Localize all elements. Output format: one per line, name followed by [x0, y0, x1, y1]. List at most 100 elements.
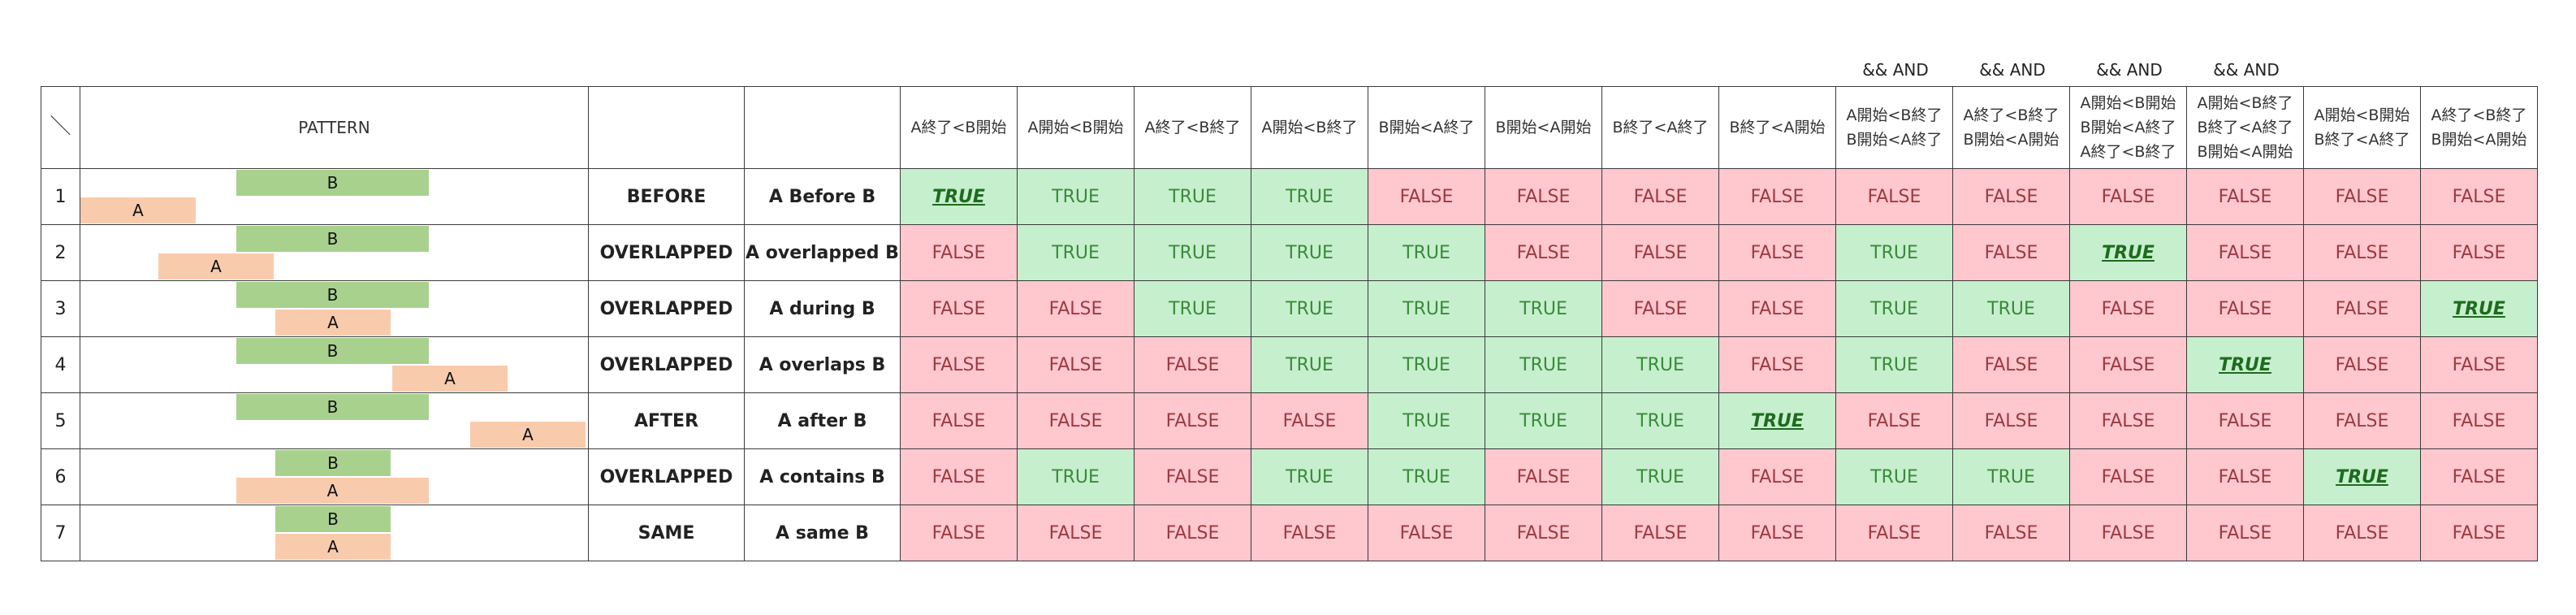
truth-cell: TRUE	[1251, 224, 1368, 281]
truth-cell: FALSE	[1485, 168, 1602, 225]
table-row: 7 B A SAME A same B FALSE FALSE FALSE FALSE FALSE…	[41, 505, 2538, 561]
condition-line: B終了<A終了	[1612, 119, 1709, 136]
truth-cell: FALSE	[1718, 280, 1836, 337]
condition-line: A開始<B開始	[1027, 119, 1124, 136]
truth-cell: FALSE	[2303, 280, 2421, 337]
interval-bar-a: A	[392, 366, 508, 392]
table-row: 3 B A OVERLAPPED A during B FALSE FALSE TRUE TRU…	[41, 280, 2538, 337]
interval-bar-a: A	[158, 253, 274, 279]
and-annotation-4: && AND	[2213, 60, 2280, 80]
header-condition-1: A終了<B開始	[900, 86, 1018, 169]
interval-bar-b: B	[236, 226, 429, 252]
truth-cell: FALSE	[1134, 392, 1251, 449]
truth-cell: TRUE	[1485, 280, 1602, 337]
truth-cell: FALSE	[1835, 392, 1953, 449]
header-condition-9: A開始<B終了 B開始<A終了	[1835, 86, 1953, 169]
truth-cell: FALSE	[1952, 168, 2070, 225]
truth-cell: FALSE	[2186, 392, 2304, 449]
condition-line: B終了<A終了	[2314, 131, 2410, 149]
condition-line: A終了<B終了	[1144, 119, 1241, 136]
truth-cell: FALSE	[2420, 505, 2538, 561]
truth-cell: FALSE	[900, 448, 1018, 505]
truth-cell: FALSE	[1485, 224, 1602, 281]
relation-description: A overlaps B	[744, 336, 901, 393]
truth-cell: FALSE	[1952, 392, 2070, 449]
interval-bar-a: A	[236, 478, 429, 504]
table-row: 6 B A OVERLAPPED A contains B FALSE TRUE FALSE T…	[41, 448, 2538, 505]
header-condition-12: A開始<B終了 B終了<A終了 B開始<A開始	[2186, 86, 2304, 169]
condition-line: A終了<B終了	[2080, 143, 2176, 161]
row-index: 1	[41, 168, 80, 225]
truth-cell: FALSE	[2186, 224, 2304, 281]
truth-cell: FALSE	[1485, 505, 1602, 561]
truth-cell: FALSE	[1485, 448, 1602, 505]
interval-bar-a: A	[275, 310, 391, 336]
truth-cell: FALSE	[2069, 392, 2187, 449]
truth-cell: TRUE	[1835, 448, 1953, 505]
header-row: ＼ PATTERN A終了<B開始 A開始<B開始 A終了<B終了 A開始<B終了 B開…	[41, 86, 2538, 169]
truth-cell: TRUE	[1251, 168, 1368, 225]
truth-cell: FALSE	[1952, 336, 2070, 393]
interval-bar-b: B	[236, 282, 429, 308]
truth-cell: FALSE	[900, 336, 1018, 393]
truth-cell: FALSE	[1134, 448, 1251, 505]
truth-cell: TRUE	[1368, 448, 1485, 505]
row-index: 7	[41, 505, 80, 561]
condition-line: A開始<B開始	[2314, 106, 2410, 124]
truth-cell: TRUE	[1485, 392, 1602, 449]
pattern-type: AFTER	[588, 392, 745, 449]
table-row: 5 B A AFTER A after B FALSE FALSE FALSE FALSE TRU…	[41, 392, 2538, 449]
truth-cell: FALSE	[900, 392, 1018, 449]
pattern-type: OVERLAPPED	[588, 448, 745, 505]
truth-cell: TRUE	[1952, 280, 2070, 337]
truth-cell: FALSE	[1251, 392, 1368, 449]
header-condition-5: B開始<A終了	[1368, 86, 1485, 169]
corner-slash: ＼	[50, 115, 71, 139]
truth-cell: FALSE	[2420, 224, 2538, 281]
and-annotation-2: && AND	[1979, 60, 2046, 80]
truth-cell: FALSE	[1017, 280, 1135, 337]
condition-line: B開始<A開始	[1963, 131, 2060, 149]
condition-line: B開始<A終了	[1378, 119, 1475, 136]
truth-cell: TRUE	[1835, 224, 1953, 281]
condition-line: A終了<B終了	[2431, 106, 2527, 124]
header-pattern: PATTERN	[80, 86, 589, 169]
truth-cell: FALSE	[2303, 336, 2421, 393]
condition-line: B開始<A開始	[2431, 131, 2527, 149]
truth-cell: TRUE	[2420, 280, 2538, 337]
truth-cell: FALSE	[2420, 336, 2538, 393]
relation-description: A after B	[744, 392, 901, 449]
pattern-type: OVERLAPPED	[588, 280, 745, 337]
interval-bar-a: A	[275, 534, 391, 560]
and-annotation-3: && AND	[2096, 60, 2163, 80]
truth-cell: FALSE	[1718, 336, 1836, 393]
table-row: 1 B A BEFORE A Before B TRUE TRUE TRUE TRUE FALSE…	[41, 168, 2538, 225]
truth-cell: FALSE	[1134, 505, 1251, 561]
truth-cell: FALSE	[1601, 168, 1719, 225]
truth-cell: FALSE	[900, 505, 1018, 561]
truth-cell: FALSE	[1017, 392, 1135, 449]
truth-cell: TRUE	[2069, 224, 2187, 281]
header-condition-3: A終了<B終了	[1134, 86, 1251, 169]
truth-cell: FALSE	[2420, 392, 2538, 449]
truth-cell: FALSE	[2069, 168, 2187, 225]
table-row: 2 B A OVERLAPPED A overlapped B FALSE TRUE TRUE…	[41, 224, 2538, 281]
truth-cell: FALSE	[1835, 168, 1953, 225]
truth-cell: TRUE	[1368, 224, 1485, 281]
truth-cell: FALSE	[2186, 505, 2304, 561]
truth-cell: TRUE	[1601, 392, 1719, 449]
truth-cell: FALSE	[1952, 505, 2070, 561]
condition-line: B終了<A終了	[2197, 119, 2293, 136]
truth-cell: TRUE	[1017, 448, 1135, 505]
truth-cell: FALSE	[2303, 168, 2421, 225]
header-condition-11: A開始<B開始 B開始<A終了 A終了<B終了	[2069, 86, 2187, 169]
truth-cell: TRUE	[1952, 448, 2070, 505]
condition-line: A開始<B終了	[1846, 106, 1943, 124]
truth-cell: FALSE	[900, 224, 1018, 281]
condition-line: B終了<A開始	[1729, 119, 1826, 136]
truth-cell: FALSE	[2303, 392, 2421, 449]
